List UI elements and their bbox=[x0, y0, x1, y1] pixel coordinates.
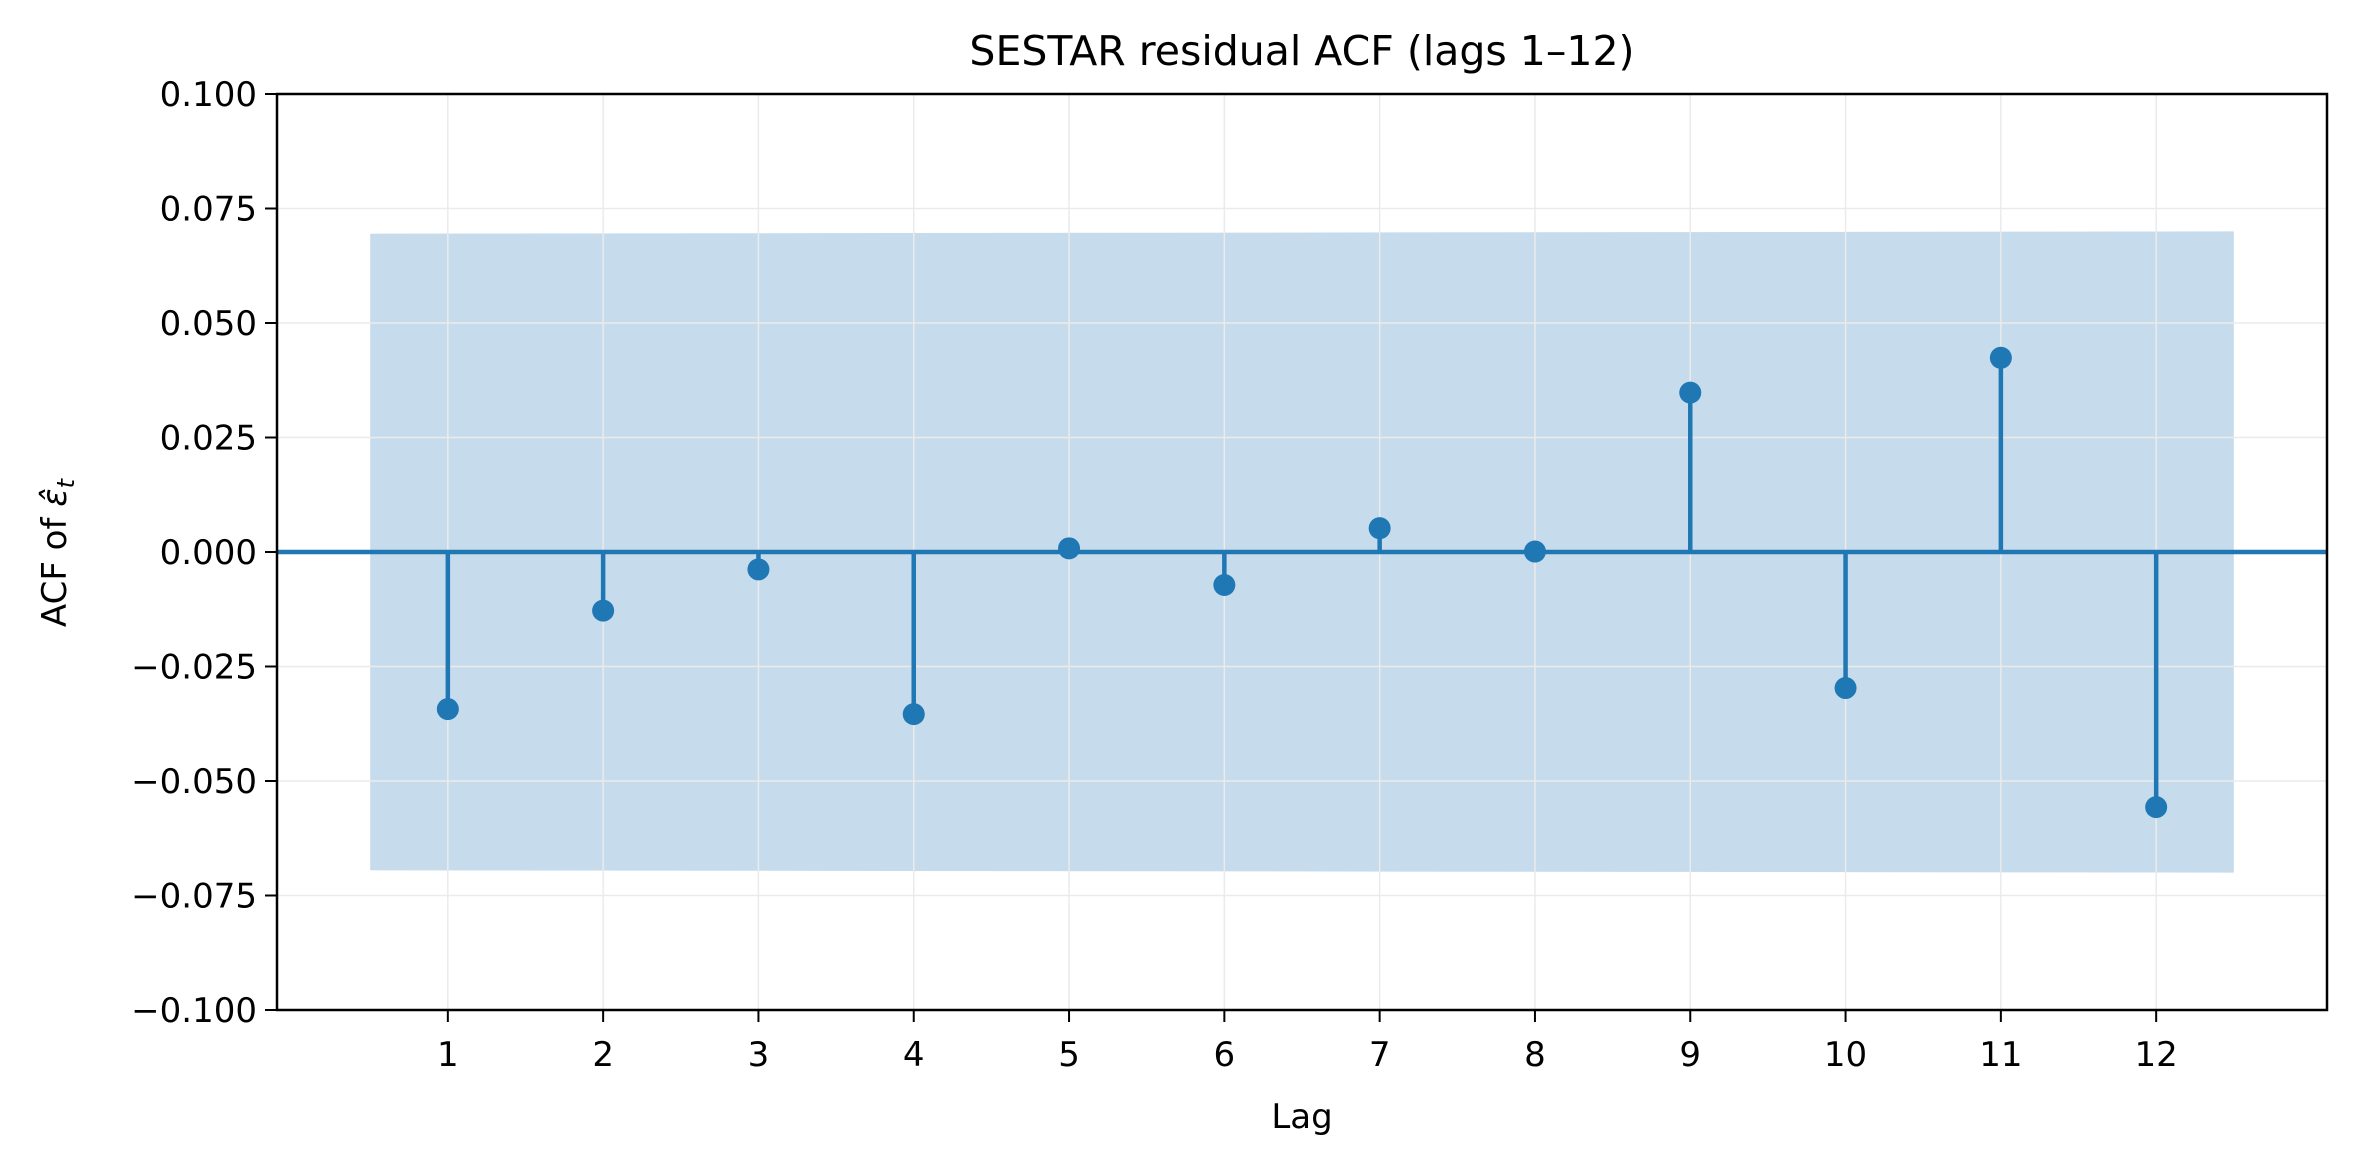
y-tick-label-6: −0.050 bbox=[131, 762, 257, 802]
y-tick-label-7: −0.075 bbox=[131, 877, 257, 917]
y-tick-label-8: −0.100 bbox=[131, 991, 257, 1031]
stem-layer bbox=[445, 357, 2159, 808]
x-axis-title: Lag bbox=[1271, 1097, 1332, 1137]
y-tick-label-2: 0.050 bbox=[160, 304, 257, 344]
stem-marker-lag-6 bbox=[1213, 573, 1236, 596]
x-tick-label-1: 2 bbox=[592, 1035, 614, 1075]
stem-marker-lag-1 bbox=[436, 698, 459, 721]
x-tick-label-4: 5 bbox=[1058, 1035, 1080, 1075]
x-tick-label-3: 4 bbox=[903, 1035, 925, 1075]
stem-marker-lag-8 bbox=[1523, 540, 1546, 563]
stem-marker-lag-9 bbox=[1679, 381, 1702, 404]
y-axis-ticks: 0.100 0.075 0.050 0.025 0.000 −0.025 −0.050 −0.… bbox=[131, 75, 277, 1031]
x-tick-label-11: 12 bbox=[2135, 1035, 2178, 1075]
y-axis-title-symbol: ε̂ bbox=[35, 488, 75, 506]
stem-marker-lag-3 bbox=[747, 558, 770, 581]
x-tick-label-7: 8 bbox=[1524, 1035, 1546, 1075]
x-tick-label-6: 7 bbox=[1369, 1035, 1391, 1075]
x-tick-label-10: 11 bbox=[1979, 1035, 2022, 1075]
stem-marker-lag-4 bbox=[902, 703, 925, 726]
y-tick-label-3: 0.025 bbox=[160, 419, 257, 459]
stem-marker-lag-2 bbox=[592, 599, 615, 622]
stem-marker-lag-10 bbox=[1834, 677, 1857, 700]
y-tick-label-4: 0.000 bbox=[160, 533, 257, 573]
stem-marker-lag-5 bbox=[1058, 537, 1081, 560]
x-tick-label-5: 6 bbox=[1214, 1035, 1236, 1075]
stem-marker-lag-7 bbox=[1368, 517, 1391, 540]
x-tick-label-2: 3 bbox=[748, 1035, 770, 1075]
y-tick-label-0: 0.100 bbox=[160, 75, 257, 115]
stem-marker-lag-12 bbox=[2145, 796, 2168, 819]
y-tick-label-5: −0.025 bbox=[131, 648, 257, 688]
y-axis-title: ACF of ε̂t bbox=[35, 477, 80, 627]
y-tick-label-1: 0.075 bbox=[160, 190, 257, 230]
x-tick-label-0: 1 bbox=[437, 1035, 459, 1075]
stem-marker-lag-11 bbox=[1989, 346, 2012, 369]
x-axis-ticks: 1 2 3 4 5 6 7 8 9 10 11 12 bbox=[437, 1010, 2178, 1075]
x-tick-label-9: 10 bbox=[1824, 1035, 1867, 1075]
y-axis-title-subscript: t bbox=[52, 477, 80, 488]
y-axis-title-prefix: ACF of bbox=[35, 507, 75, 627]
point-layer bbox=[436, 346, 2168, 819]
chart-title: SESTAR residual ACF (lags 1–12) bbox=[969, 27, 1634, 75]
x-tick-label-8: 9 bbox=[1679, 1035, 1701, 1075]
